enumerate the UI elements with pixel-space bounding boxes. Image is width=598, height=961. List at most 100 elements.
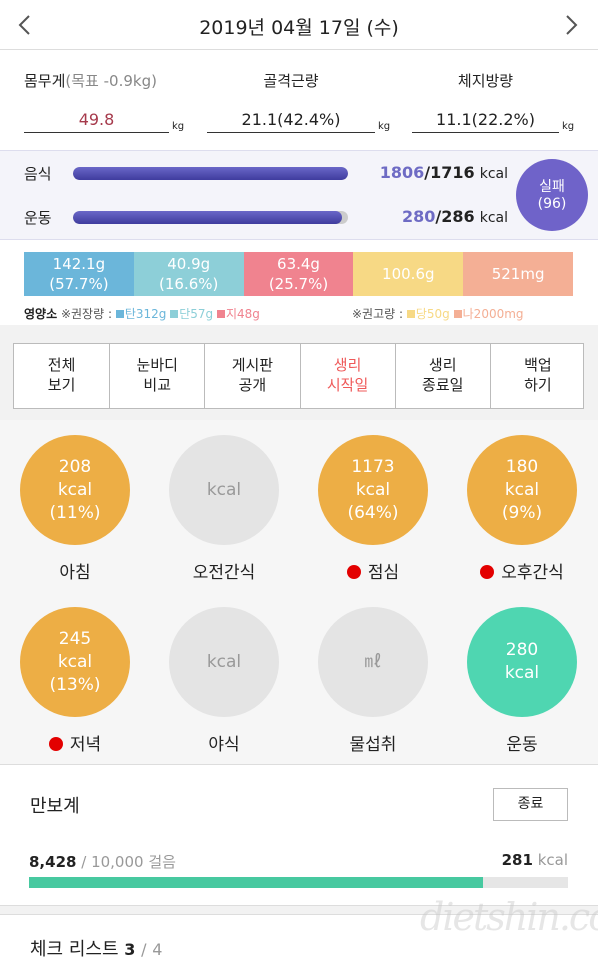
- nutrition-segment: 521mg: [463, 252, 573, 296]
- kcal-unit: kcal: [537, 851, 568, 869]
- stat-label: 체지방량: [412, 70, 559, 91]
- meal-circle[interactable]: 1173 kcal (64%): [318, 435, 428, 545]
- pedometer-button[interactable]: 종료: [493, 788, 568, 821]
- meal-text: (9%): [501, 502, 543, 523]
- meal-text: kcal: [504, 479, 540, 500]
- stat-unit: kg: [562, 121, 575, 132]
- checklist-header: 체크 리스트 3 / 4: [30, 935, 162, 961]
- legend-swatch: [406, 310, 415, 318]
- legend-title: 영양소: [24, 307, 58, 321]
- checklist-done: 3: [124, 940, 136, 959]
- meal-label-text: 저녁: [69, 735, 102, 755]
- meal-circle[interactable]: ㎖: [318, 607, 428, 717]
- legend-item: 탄312g: [124, 307, 167, 321]
- stat-unit: kg: [378, 121, 391, 132]
- bar-current: 1806: [379, 163, 425, 182]
- meal-circle[interactable]: 180 kcal (9%): [467, 435, 577, 545]
- legend-swatch: [453, 310, 462, 318]
- meal-label: 아침: [1, 558, 149, 583]
- stat-label-text: 골격근량: [263, 72, 319, 90]
- stat-value: 49.8: [24, 110, 169, 133]
- legend-swatch: [115, 310, 124, 318]
- stat-value: 11.1(22.2%): [412, 110, 559, 133]
- meal-text: kcal: [57, 479, 93, 500]
- meal-label-text: 물섭취: [349, 735, 397, 755]
- nutrition-percent: (25.7%): [268, 275, 329, 293]
- meal-label: 오전간식: [150, 558, 298, 583]
- meal-text: (64%): [347, 502, 399, 523]
- meal-label-text: 점심: [367, 563, 400, 583]
- steps-separator: /: [81, 853, 87, 871]
- legend-item: 당50g: [415, 307, 450, 321]
- prev-button[interactable]: [16, 14, 32, 36]
- meal-text: ㎖: [364, 651, 382, 672]
- legend-item: 지48g: [225, 307, 260, 321]
- legend-label: ※권고량 :: [352, 307, 404, 321]
- nutrition-legend: 영양소 ※권장량 : 탄312g 단57g 지48g: [24, 305, 260, 322]
- bar-track: [73, 211, 348, 224]
- kcal-value: 281: [501, 851, 533, 869]
- steps-value: 8,428: [29, 853, 77, 871]
- meal-label-text: 아침: [59, 563, 91, 583]
- watermark: dietshin.com: [420, 895, 598, 939]
- tab[interactable]: 생리 시작일: [299, 344, 395, 408]
- meal-text: 208: [58, 456, 92, 477]
- header: 2019년 04월 17일 (수): [0, 0, 598, 50]
- alert-dot: [480, 565, 495, 579]
- meal-circle[interactable]: kcal: [169, 435, 279, 545]
- meal-circle[interactable]: 245 kcal (13%): [20, 607, 130, 717]
- nutrition-value: 40.9g: [167, 255, 211, 273]
- checklist-total: 4: [152, 940, 163, 959]
- meal-text: (11%): [49, 502, 101, 523]
- bar-unit: kcal: [479, 210, 508, 226]
- meal-circle[interactable]: kcal: [169, 607, 279, 717]
- bar-current: 280: [401, 207, 436, 226]
- status-count: (96): [537, 196, 567, 212]
- meal-text: 280: [505, 640, 539, 660]
- bar-unit: kcal: [479, 166, 508, 182]
- meal-text: (13%): [49, 674, 101, 695]
- status-label: 실패: [539, 179, 565, 195]
- tab[interactable]: 생리 종료일: [394, 344, 490, 408]
- bar-text: 1806/1716 kcal: [340, 163, 508, 182]
- meal-text: 180: [505, 456, 539, 477]
- tab[interactable]: 백업 하기: [489, 344, 585, 408]
- nutrition-value: 142.1g: [52, 255, 106, 273]
- nutrition-segment: 100.6g: [353, 252, 464, 296]
- bar-separator: /: [424, 163, 431, 182]
- tab[interactable]: 눈바디 비교: [109, 344, 204, 408]
- meal-label-text: 야식: [208, 735, 240, 755]
- bar-label: 운동: [24, 209, 52, 227]
- tab[interactable]: 게시판 공개: [204, 344, 299, 408]
- pedometer-kcal: 281 kcal: [400, 851, 568, 869]
- meal-label: 야식: [150, 730, 298, 755]
- bar-label: 음식: [24, 165, 52, 183]
- stat-label: 골격근량: [207, 70, 375, 91]
- stat-label-text: 체지방량: [457, 72, 514, 90]
- calorie-section: [0, 150, 598, 240]
- meal-text: kcal: [57, 651, 93, 672]
- legend-swatch: [170, 310, 179, 318]
- meal-text: kcal: [206, 651, 242, 672]
- bar-target: 1716: [430, 163, 475, 182]
- pedometer-title: 만보계: [30, 796, 80, 817]
- bar-text: 280/286 kcal: [340, 207, 508, 226]
- meal-circle[interactable]: 280 kcal: [467, 607, 577, 717]
- stat-label: 몸무게(목표 -0.9kg): [24, 70, 224, 91]
- separator: [0, 905, 598, 915]
- nutrition-value: 100.6g: [382, 265, 435, 283]
- steps-fill: [29, 877, 484, 888]
- meal-text: kcal: [504, 663, 540, 683]
- meal-circle[interactable]: 208 kcal (11%): [20, 435, 130, 545]
- meal-text: kcal: [355, 479, 391, 500]
- next-button[interactable]: [564, 14, 580, 36]
- legend-item: 단57g: [179, 307, 214, 321]
- stat-unit: kg: [172, 121, 185, 132]
- steps-track: [29, 877, 568, 888]
- meal-text: 245: [58, 628, 92, 649]
- nutrition-segment: 142.1g (57.7%): [24, 252, 134, 296]
- meal-label: 오후간식: [448, 558, 596, 583]
- meal-label-text: 오후간식: [501, 563, 564, 583]
- tab[interactable]: 전체 보기: [47, 356, 76, 394]
